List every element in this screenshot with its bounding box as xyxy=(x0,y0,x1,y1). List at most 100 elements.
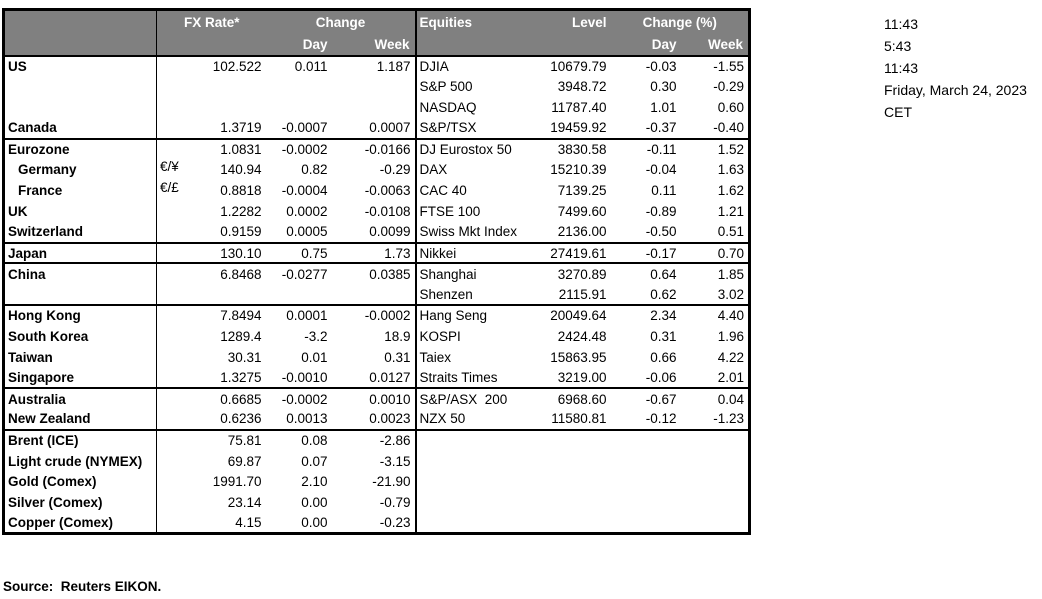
equity-week-change-cell: 1.21 xyxy=(717,203,744,219)
fx-week-change-cell: 0.31 xyxy=(384,349,411,365)
fx-day-change-cell: -0.0277 xyxy=(266,262,333,285)
table-row: Brent (ICE) 75.81 0.08 -2.86 xyxy=(3,428,750,451)
fx-week-change-cell: -0.79 xyxy=(379,495,411,511)
fx-week-change-cell: -0.0063 xyxy=(364,183,411,199)
equity-index-label: FTSE 100 xyxy=(414,201,528,222)
fx-day-header: Day xyxy=(266,33,333,57)
equity-level-cell: 2136.00 xyxy=(557,224,607,240)
fx-day-change-cell: -0.0004 xyxy=(281,183,328,199)
fx-rate-cell: 1.3719 xyxy=(157,118,267,139)
equity-day-change-cell: -0.50 xyxy=(645,224,677,240)
commodity-label: Brent (ICE) xyxy=(3,428,157,451)
equity-index-label xyxy=(414,450,528,472)
fx-week-change-cell xyxy=(333,284,416,305)
region-label xyxy=(3,76,157,98)
equity-week-change-cell xyxy=(682,451,750,472)
equity-change-pct-header: Change (%) xyxy=(611,9,750,34)
equity-day-change-cell xyxy=(612,513,682,534)
fx-rate-value: 1.0831 xyxy=(220,142,262,158)
fx-rate-value: 0.6236 xyxy=(220,411,262,427)
fx-week-header: Week xyxy=(332,33,416,57)
equity-index-label xyxy=(414,471,528,493)
equity-index-label: Straits Times xyxy=(414,367,528,389)
fx-rate-cell: 23.14 xyxy=(157,492,267,513)
equity-day-change-cell: 1.01 xyxy=(650,99,677,115)
equity-index-label: NASDAQ xyxy=(414,97,528,118)
fx-rate-cell: 1.3275 xyxy=(157,367,267,388)
fx-rate-value: 1.3719 xyxy=(220,120,262,136)
equity-level-cell: 19459.92 xyxy=(550,120,607,136)
fx-rate-value: 30.31 xyxy=(227,349,262,365)
equity-index-label: S&P 500 xyxy=(414,76,528,98)
equity-index-label: CAC 40 xyxy=(414,180,528,202)
header-row-2: Day Week Day Week xyxy=(3,33,750,57)
table-row: S&P 500 3948.72 0.30 -0.29 xyxy=(3,76,750,98)
region-label: China xyxy=(3,262,157,285)
source-line: Source: Reuters EIKON. xyxy=(3,579,162,594)
fx-day-change-cell: -0.0002 xyxy=(266,137,333,160)
table-row: Taiwan 30.31 0.01 0.31 Taiex 15863.95 0.… xyxy=(3,346,750,368)
fx-rate-cell: 130.10 xyxy=(156,241,267,264)
header-row-1: FX Rate* Change Equities Level Change (%… xyxy=(3,9,750,34)
corner-header-cell xyxy=(3,9,157,34)
table-row: New Zealand 0.6236 0.0013 0.0023 NZX 50 … xyxy=(3,409,750,430)
equity-level-cell xyxy=(527,428,612,451)
fx-rate-cell xyxy=(157,97,267,118)
fx-rate-cell: 102.522 xyxy=(157,56,267,77)
commodity-label: Gold (Comex) xyxy=(3,471,157,493)
region-label: US xyxy=(3,55,157,77)
fx-rate-value: 0.8818 xyxy=(220,183,262,199)
fx-rate-cell: 75.81 xyxy=(156,428,267,451)
table-row: Germany €/¥ 140.94 0.82 -0.29 DAX 15210.3… xyxy=(3,159,750,181)
table-row: Australia 0.6685 -0.0002 0.0010 S&P/ASX … xyxy=(3,387,750,410)
equity-day-header: Day xyxy=(611,33,682,57)
fx-rate-cell: 7.8494 xyxy=(156,304,267,326)
table-row: US 102.522 0.011 1.187 DJIA 10679.79 -0.… xyxy=(3,55,750,77)
equity-week-change-cell xyxy=(681,428,750,451)
timestamp-line: 5:43 xyxy=(884,38,912,54)
equity-day-change-cell: -0.37 xyxy=(645,120,677,136)
equity-index-label: Shenzen xyxy=(414,284,528,306)
timestamp-line: 11:43 xyxy=(884,16,918,32)
region-label: Canada xyxy=(3,117,157,139)
fx-week-change-cell xyxy=(333,97,416,118)
fx-day-change-cell: -3.2 xyxy=(304,328,328,344)
equity-week-change-cell: 4.22 xyxy=(717,349,744,365)
equity-level-cell: 10679.79 xyxy=(550,58,607,74)
table-row: UK 1.2282 0.0002 -0.0108 FTSE 100 7499.6… xyxy=(3,201,750,222)
equity-week-change-cell: 0.04 xyxy=(681,387,750,410)
equity-week-change-cell: -0.40 xyxy=(713,120,744,136)
fx-rate-header: FX Rate* xyxy=(156,9,267,34)
equity-day-change-cell xyxy=(612,492,682,513)
region-label: Eurozone xyxy=(3,137,157,160)
region-label: Hong Kong xyxy=(3,304,157,326)
equity-index-label: DJIA xyxy=(414,55,528,77)
equity-day-change-cell: 0.30 xyxy=(650,79,677,95)
fx-rate-value: 23.14 xyxy=(227,495,262,511)
equity-day-change-cell: 0.66 xyxy=(650,349,677,365)
fx-week-change-cell: 0.0385 xyxy=(332,262,416,285)
equity-level-cell: 3830.58 xyxy=(527,137,612,160)
fx-rate-cell: 4.15 xyxy=(157,513,267,534)
equity-level-cell: 15863.95 xyxy=(550,349,607,365)
region-label: Switzerland xyxy=(3,221,157,243)
fx-week-change-cell: 18.9 xyxy=(384,328,411,344)
table-row: Hong Kong 7.8494 0.0001 -0.0002 Hang Sen… xyxy=(3,304,750,326)
equity-index-label: DJ Eurostox 50 xyxy=(414,137,528,160)
equity-level-cell xyxy=(528,492,612,513)
equity-day-change-cell: -0.03 xyxy=(645,58,677,74)
equity-day-change-cell: 0.11 xyxy=(651,183,677,199)
table-row: Shenzen 2115.91 0.62 3.02 xyxy=(3,284,750,306)
fx-rate-value: 75.81 xyxy=(227,433,262,449)
equity-level-cell: 3948.72 xyxy=(557,79,607,95)
table-row: Silver (Comex) 23.14 0.00 -0.79 xyxy=(3,492,750,514)
table-row: Singapore 1.3275 -0.0010 0.0127 Straits … xyxy=(3,367,750,389)
fx-rate-cell: 0.6685 xyxy=(156,387,267,410)
equity-day-change-cell: -0.67 xyxy=(611,387,682,410)
equity-level-cell: 15210.39 xyxy=(550,162,607,178)
fx-rate-cell: 1.0831 xyxy=(156,137,267,160)
fx-rate-value: 130.10 xyxy=(220,245,262,261)
fx-rate-value: 1289.4 xyxy=(220,328,262,344)
equity-day-change-cell: -0.17 xyxy=(611,241,682,264)
blank-header-cell xyxy=(156,33,267,57)
